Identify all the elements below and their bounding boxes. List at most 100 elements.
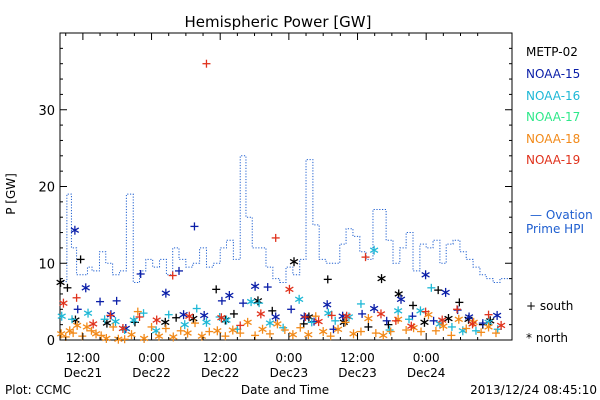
- data-point-noaa-15: [263, 283, 272, 292]
- data-point-noaa-15: [96, 297, 105, 306]
- data-point-noaa-15: [73, 305, 82, 314]
- data-point-metp-02: [56, 277, 65, 287]
- data-point-noaa-16: [83, 308, 93, 318]
- star-stroke: [88, 321, 98, 327]
- data-points: [56, 59, 506, 344]
- data-point-noaa-15: [429, 316, 438, 325]
- data-point-noaa-18: [439, 321, 448, 331]
- y-axis-ticks: 0 10 20 30: [38, 47, 512, 349]
- data-point-noaa-15: [464, 312, 474, 322]
- data-point-noaa-18: [364, 314, 373, 324]
- star-stroke: [376, 311, 386, 317]
- data-point-metp-02: [444, 314, 453, 324]
- star-stroke: [70, 227, 80, 234]
- star-stroke: [379, 332, 388, 339]
- data-point-noaa-15: [239, 299, 248, 308]
- legend-noaa-15: NOAA-15: [526, 67, 580, 81]
- data-point-noaa-16: [324, 308, 333, 318]
- data-point-noaa-15: [382, 316, 391, 325]
- star-stroke: [437, 317, 447, 323]
- x-tick-time-label: 0:00: [275, 351, 302, 365]
- data-point-noaa-15: [421, 270, 430, 280]
- data-point-noaa-18: [484, 322, 493, 332]
- star-stroke: [294, 296, 304, 303]
- star-stroke: [265, 320, 275, 326]
- data-point-noaa-19: [314, 317, 323, 327]
- data-point-noaa-19: [271, 233, 280, 242]
- data-point-noaa-19: [118, 323, 128, 333]
- star-stroke: [342, 313, 351, 320]
- star-stroke: [139, 335, 149, 342]
- data-point-noaa-18: [258, 324, 267, 334]
- star-stroke: [314, 318, 323, 325]
- data-point-metp-02: [229, 309, 238, 318]
- x-tick-time-label: 12:00: [340, 351, 375, 365]
- star-stroke: [180, 321, 189, 328]
- data-point-noaa-18: [469, 317, 478, 327]
- star-stroke: [217, 314, 226, 321]
- data-point-noaa-15: [441, 287, 450, 297]
- star-stroke: [364, 315, 373, 322]
- data-point-noaa-15: [161, 288, 171, 298]
- data-point-noaa-18: [477, 328, 486, 337]
- data-point-noaa-15: [358, 309, 367, 318]
- data-point-noaa-18: [109, 322, 118, 331]
- star-stroke: [496, 322, 506, 329]
- data-point-noaa-16: [57, 311, 66, 321]
- star-stroke: [288, 331, 298, 338]
- x-tick-date-label: Dec21: [64, 366, 103, 380]
- star-stroke: [407, 323, 416, 329]
- y-tick-label: 0: [47, 334, 55, 349]
- data-point-noaa-15: [322, 300, 332, 310]
- data-point-metp-02: [434, 286, 443, 295]
- data-point-noaa-18: [191, 319, 200, 328]
- data-point-noaa-18: [311, 312, 320, 321]
- data-point-metp-02: [323, 275, 332, 284]
- x-tick-date-label: Dec22: [132, 366, 171, 380]
- star-stroke: [322, 301, 332, 308]
- data-point-noaa-18: [417, 327, 426, 336]
- data-point-noaa-18: [333, 324, 343, 334]
- data-point-noaa-16: [356, 299, 365, 308]
- data-point-noaa-16: [164, 310, 173, 319]
- star-stroke: [243, 319, 252, 326]
- data-point-noaa-16: [447, 322, 456, 331]
- data-point-noaa-16: [331, 316, 340, 325]
- star-stroke: [59, 300, 68, 306]
- footer-plot-credit: Plot: CCMC: [5, 383, 71, 397]
- data-point-noaa-16: [265, 318, 275, 328]
- data-point-noaa-16: [471, 326, 480, 335]
- star-stroke: [273, 321, 282, 327]
- data-point-noaa-15: [369, 304, 379, 314]
- data-point-metp-02: [212, 285, 221, 294]
- legend-noaa-16: NOAA-16: [526, 89, 580, 103]
- data-point-noaa-16: [246, 297, 256, 307]
- data-point-noaa-16: [493, 325, 502, 334]
- data-point-metp-02: [71, 315, 80, 325]
- y-tick-label: 30: [38, 104, 55, 119]
- data-point-noaa-19: [453, 305, 462, 314]
- data-point-noaa-18: [341, 318, 350, 327]
- data-point-metp-02: [63, 283, 72, 292]
- data-point-noaa-18: [402, 326, 411, 335]
- x-tick-date-label: Dec24: [407, 366, 446, 380]
- data-point-noaa-19: [236, 321, 245, 330]
- data-point-noaa-18: [356, 327, 365, 336]
- data-point-noaa-18: [72, 320, 82, 330]
- star-stroke: [454, 316, 464, 323]
- data-point-noaa-19: [437, 315, 447, 325]
- data-point-noaa-18: [243, 317, 252, 327]
- data-point-noaa-16: [416, 306, 425, 316]
- legend-ovation-line2: Prime HPI: [526, 222, 584, 236]
- data-point-noaa-18: [431, 326, 440, 335]
- data-point-noaa-19: [106, 311, 115, 320]
- data-point-noaa-15: [199, 310, 209, 320]
- data-point-noaa-19: [217, 313, 226, 323]
- data-point-noaa-15: [136, 269, 145, 278]
- data-point-noaa-18: [154, 331, 164, 341]
- data-point-noaa-19: [152, 315, 161, 325]
- data-point-noaa-16: [129, 315, 139, 325]
- data-point-noaa-18: [273, 319, 282, 329]
- data-point-noaa-18: [447, 331, 456, 340]
